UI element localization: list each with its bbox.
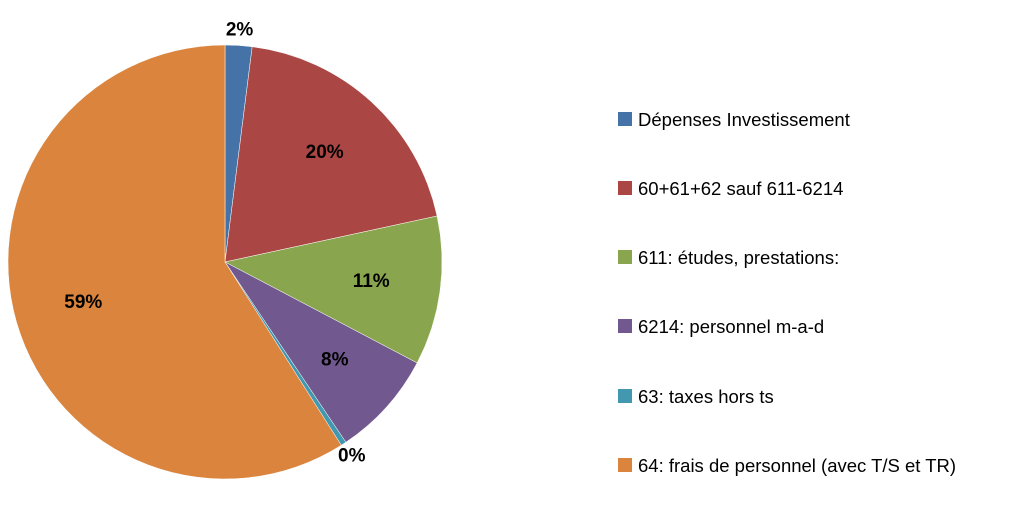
pie-slice <box>224 215 443 364</box>
data-label: 20% <box>306 142 344 163</box>
legend-swatch <box>618 250 632 264</box>
data-label: 59% <box>64 292 102 313</box>
legend-label: 6214: personnel m-a-d <box>638 316 825 337</box>
data-label: 11% <box>353 271 390 292</box>
legend-item: 6214: personnel m-a-d <box>618 315 1012 339</box>
legend-swatch <box>618 181 632 195</box>
legend-swatch <box>618 112 632 126</box>
legend-swatch <box>618 319 632 333</box>
legend-label: 64: frais de personnel (avec T/S et TR) <box>638 455 957 476</box>
pie-area: 2% 20% 11% 8% 0% 59% <box>7 19 443 480</box>
data-label: 0% <box>338 445 366 466</box>
pie-slice <box>7 44 342 480</box>
legend-label: 63: taxes hors ts <box>638 386 774 407</box>
data-label: 8% <box>321 350 349 371</box>
legend-item: 63: taxes hors ts <box>618 385 1012 409</box>
legend-swatch <box>618 389 632 403</box>
legend-item: 611: études, prestations: <box>618 246 1012 270</box>
legend-label: 611: études, prestations: <box>638 247 840 268</box>
pie-slice <box>224 261 418 443</box>
legend-label: Dépenses Investissement <box>638 109 850 130</box>
legend-label: 60+61+62 sauf 611-6214 <box>638 178 844 199</box>
legend-item: 64: frais de personnel (avec T/S et TR) <box>618 454 1012 478</box>
legend-item: 60+61+62 sauf 611-6214 <box>618 177 1012 201</box>
pie-slice <box>224 46 438 263</box>
data-label: 2% <box>226 19 254 40</box>
legend-item: Dépenses Investissement <box>618 108 1012 132</box>
legend-swatch <box>618 458 632 472</box>
